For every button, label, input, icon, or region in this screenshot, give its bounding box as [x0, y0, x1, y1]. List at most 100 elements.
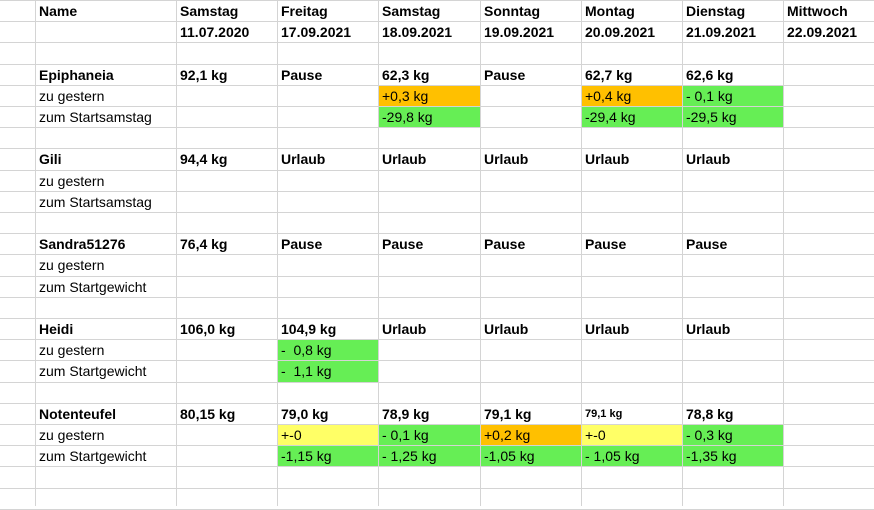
delta-cell[interactable]: -1,35 kg — [683, 446, 783, 466]
delta-cell[interactable] — [582, 255, 682, 276]
weight-cell[interactable]: Pause — [484, 67, 526, 83]
weight-cell[interactable] — [784, 404, 874, 424]
delta-cell[interactable] — [379, 277, 480, 297]
row-label[interactable]: zu gestern — [39, 173, 105, 189]
weight-cell[interactable]: Urlaub — [585, 151, 630, 167]
header-day[interactable]: Samstag — [382, 3, 441, 19]
delta-cell[interactable] — [784, 171, 874, 191]
delta-cell[interactable] — [784, 192, 874, 212]
row-label[interactable]: zum Startsamstag — [39, 194, 152, 210]
delta-cell[interactable] — [582, 171, 682, 191]
weight-cell[interactable]: 92,1 kg — [180, 67, 228, 83]
delta-cell[interactable] — [784, 361, 874, 382]
delta-cell[interactable] — [177, 255, 277, 276]
delta-cell[interactable] — [582, 277, 682, 297]
delta-cell[interactable] — [582, 340, 682, 360]
weight-cell[interactable]: Pause — [686, 236, 728, 252]
delta-cell[interactable] — [278, 192, 378, 212]
delta-cell[interactable] — [379, 192, 480, 212]
weight-cell[interactable]: 62,7 kg — [585, 67, 633, 83]
delta-cell[interactable] — [683, 277, 783, 297]
row-label[interactable]: zu gestern — [39, 88, 105, 104]
person-name[interactable]: Heidi — [39, 321, 74, 337]
delta-cell[interactable]: - 0,1 kg — [379, 425, 480, 445]
delta-cell[interactable]: +0,2 kg — [481, 425, 581, 445]
delta-cell[interactable] — [278, 86, 378, 106]
weight-cell[interactable]: 79,1 kg — [484, 406, 532, 422]
delta-cell[interactable] — [683, 171, 783, 191]
delta-cell[interactable] — [177, 340, 277, 360]
weight-cell[interactable]: 79,1 kg — [585, 408, 623, 420]
delta-cell[interactable] — [278, 171, 378, 191]
delta-cell[interactable] — [278, 277, 378, 297]
weight-cell[interactable] — [784, 319, 874, 339]
delta-cell[interactable] — [177, 192, 277, 212]
weight-cell[interactable]: Pause — [585, 236, 627, 252]
delta-cell[interactable] — [379, 340, 480, 360]
header-day[interactable]: Samstag — [180, 3, 239, 19]
delta-cell[interactable] — [177, 446, 277, 466]
header-day[interactable]: Mittwoch — [787, 3, 848, 19]
delta-cell[interactable]: +-0 — [582, 425, 682, 445]
delta-cell[interactable]: - 0,3 kg — [683, 425, 783, 445]
person-name[interactable]: Gili — [39, 151, 62, 167]
delta-cell[interactable]: - 1,1 kg — [278, 361, 378, 382]
weight-cell[interactable]: Pause — [484, 236, 526, 252]
header-date[interactable]: 18.09.2021 — [382, 24, 453, 40]
delta-cell[interactable] — [784, 425, 874, 445]
row-label[interactable]: zu gestern — [39, 342, 105, 358]
header-date[interactable]: 21.09.2021 — [686, 24, 757, 40]
header-day[interactable]: Dienstag — [686, 3, 746, 19]
delta-cell[interactable] — [481, 107, 581, 127]
weight-cell[interactable]: Urlaub — [484, 151, 529, 167]
delta-cell[interactable] — [481, 361, 581, 382]
delta-cell[interactable] — [379, 255, 480, 276]
person-name[interactable]: Epiphaneia — [39, 67, 114, 83]
weight-cell[interactable]: 62,3 kg — [382, 67, 430, 83]
header-name[interactable]: Name — [39, 3, 78, 19]
row-label[interactable]: zu gestern — [39, 427, 105, 443]
delta-cell[interactable] — [683, 361, 783, 382]
delta-cell[interactable]: +-0 — [278, 425, 378, 445]
header-date[interactable]: 22.09.2021 — [787, 24, 858, 40]
weight-cell[interactable]: 78,8 kg — [686, 406, 734, 422]
delta-cell[interactable] — [582, 192, 682, 212]
delta-cell[interactable]: -29,8 kg — [379, 107, 480, 127]
weight-cell[interactable] — [784, 234, 874, 254]
delta-cell[interactable]: - 1,25 kg — [379, 446, 480, 466]
delta-cell[interactable] — [784, 255, 874, 276]
delta-cell[interactable] — [683, 192, 783, 212]
delta-cell[interactable] — [481, 86, 581, 106]
delta-cell[interactable]: -29,4 kg — [582, 107, 682, 127]
header-date[interactable]: 19.09.2021 — [484, 24, 555, 40]
weight-cell[interactable]: Urlaub — [382, 151, 427, 167]
weight-cell[interactable]: 78,9 kg — [382, 406, 430, 422]
delta-cell[interactable]: -29,5 kg — [683, 107, 783, 127]
weight-cell[interactable] — [784, 149, 874, 170]
weight-cell[interactable]: 76,4 kg — [180, 236, 228, 252]
delta-cell[interactable]: -1,05 kg — [481, 446, 581, 466]
weight-cell[interactable]: Urlaub — [484, 321, 529, 337]
weight-cell[interactable]: 79,0 kg — [281, 406, 329, 422]
row-label[interactable]: zum Startsamstag — [39, 109, 152, 125]
delta-cell[interactable] — [177, 86, 277, 106]
delta-cell[interactable] — [278, 255, 378, 276]
delta-cell[interactable] — [481, 192, 581, 212]
weight-cell[interactable]: Urlaub — [585, 321, 630, 337]
weight-cell[interactable]: 104,9 kg — [281, 321, 337, 337]
delta-cell[interactable]: +0,4 kg — [582, 86, 682, 106]
delta-cell[interactable] — [481, 277, 581, 297]
delta-cell[interactable]: - 0,1 kg — [683, 86, 783, 106]
delta-cell[interactable] — [379, 171, 480, 191]
weight-cell[interactable]: Urlaub — [686, 321, 731, 337]
header-day[interactable]: Montag — [585, 3, 635, 19]
delta-cell[interactable] — [481, 340, 581, 360]
row-label[interactable]: zum Startgewicht — [39, 448, 147, 464]
row-label[interactable]: zum Startgewicht — [39, 363, 147, 379]
delta-cell[interactable] — [481, 171, 581, 191]
weight-cell[interactable]: 62,6 kg — [686, 67, 734, 83]
delta-cell[interactable] — [177, 171, 277, 191]
weight-cell[interactable]: 94,4 kg — [180, 151, 228, 167]
delta-cell[interactable] — [683, 340, 783, 360]
delta-cell[interactable] — [784, 107, 874, 127]
